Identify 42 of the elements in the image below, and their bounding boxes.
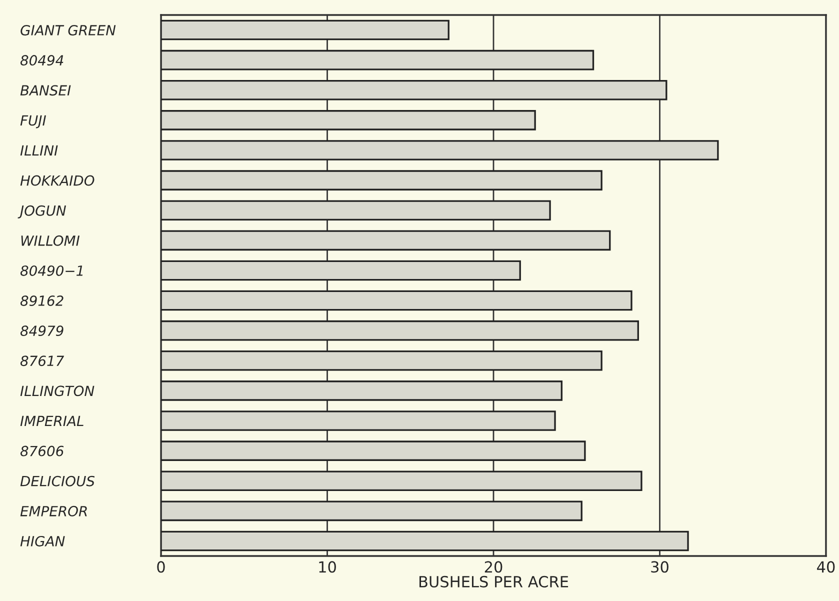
x-tick-label: 0	[157, 561, 165, 573]
bar	[161, 260, 521, 281]
y-tick-label: HIGAN	[20, 536, 65, 546]
bar	[161, 410, 556, 431]
x-tick-label: 20	[484, 561, 502, 573]
y-tick-label: 87606	[20, 446, 64, 456]
bar	[161, 110, 536, 130]
y-tick-label: EMPEROR	[20, 506, 87, 516]
bar	[161, 350, 602, 371]
y-tick-label: 89162	[20, 295, 64, 306]
bar	[161, 80, 668, 100]
bar	[161, 530, 689, 552]
bar	[161, 470, 642, 492]
bar	[161, 440, 586, 461]
y-tick-label: ILLINI	[20, 145, 58, 156]
y-tick-label: 87617	[20, 356, 64, 366]
y-tick-label: GIANT GREEN	[20, 24, 116, 36]
y-tick-label: 84979	[20, 326, 64, 336]
x-axis-title: BUSHELS PER ACRE	[419, 576, 568, 588]
bar	[161, 230, 611, 251]
bar	[161, 50, 594, 70]
y-tick-label: IMPERIAL	[20, 416, 84, 426]
bar	[161, 200, 551, 221]
y-tick-label: ILLINGTON	[20, 386, 94, 396]
y-tick-label: HOKKAIDO	[20, 175, 94, 186]
y-tick-label: WILLOMI	[21, 235, 80, 246]
y-tick-label: BANSEI	[20, 85, 71, 96]
bar	[161, 320, 639, 341]
bar	[161, 380, 562, 401]
bar	[161, 170, 602, 190]
x-tick-label: 10	[319, 561, 336, 573]
y-tick-label: 80490−1	[20, 265, 83, 276]
y-tick-label: 80494	[20, 55, 64, 66]
x-tick-label: 30	[651, 561, 668, 573]
y-tick-label: DELICIOUS	[20, 476, 95, 486]
x-tick-label: 40	[817, 561, 835, 573]
y-tick-label: FUJI	[20, 115, 46, 128]
y-tick-label: JOGUN	[18, 205, 66, 218]
bar	[161, 20, 450, 40]
bar	[161, 500, 582, 522]
bar	[161, 290, 632, 311]
bar	[161, 140, 719, 160]
